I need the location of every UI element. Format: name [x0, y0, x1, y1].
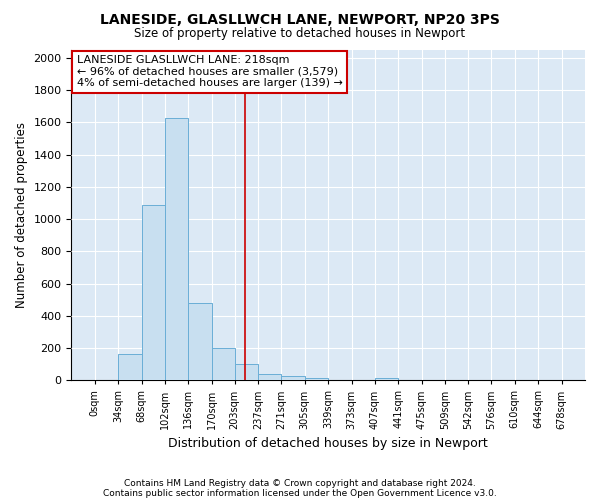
Bar [305, 378, 328, 380]
Bar [142, 206, 165, 380]
Bar [375, 378, 398, 380]
Bar [188, 303, 212, 380]
X-axis label: Distribution of detached houses by size in Newport: Distribution of detached houses by size … [169, 437, 488, 450]
Bar [281, 376, 305, 380]
Text: Contains public sector information licensed under the Open Government Licence v3: Contains public sector information licen… [103, 488, 497, 498]
Bar [165, 118, 188, 380]
Bar [212, 348, 235, 380]
Text: Contains HM Land Registry data © Crown copyright and database right 2024.: Contains HM Land Registry data © Crown c… [124, 478, 476, 488]
Text: LANESIDE, GLASLLWCH LANE, NEWPORT, NP20 3PS: LANESIDE, GLASLLWCH LANE, NEWPORT, NP20 … [100, 12, 500, 26]
Bar [235, 364, 258, 380]
Bar [118, 354, 142, 380]
Text: Size of property relative to detached houses in Newport: Size of property relative to detached ho… [134, 28, 466, 40]
Bar [258, 374, 281, 380]
Y-axis label: Number of detached properties: Number of detached properties [15, 122, 28, 308]
Text: LANESIDE GLASLLWCH LANE: 218sqm
← 96% of detached houses are smaller (3,579)
4% : LANESIDE GLASLLWCH LANE: 218sqm ← 96% of… [77, 55, 343, 88]
